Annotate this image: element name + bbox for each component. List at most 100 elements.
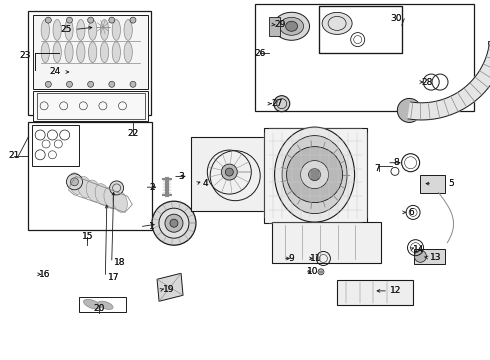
Text: 5: 5 — [448, 179, 454, 188]
Text: 26: 26 — [254, 49, 266, 58]
Ellipse shape — [95, 184, 110, 205]
Text: 23: 23 — [20, 51, 31, 60]
Ellipse shape — [100, 42, 109, 63]
Text: 26: 26 — [254, 49, 266, 58]
Circle shape — [109, 17, 115, 23]
Circle shape — [130, 81, 136, 87]
Bar — [255, 4, 474, 111]
Text: 8: 8 — [393, 158, 399, 167]
Text: 2: 2 — [149, 183, 155, 192]
Bar — [264, 128, 367, 223]
Text: 18: 18 — [114, 258, 126, 267]
Circle shape — [287, 147, 343, 203]
Bar — [318, 6, 402, 53]
Text: 30: 30 — [390, 14, 402, 23]
Circle shape — [165, 214, 183, 232]
Circle shape — [397, 98, 421, 122]
Text: 20: 20 — [93, 304, 105, 313]
Circle shape — [415, 250, 426, 262]
Circle shape — [130, 17, 136, 23]
Bar — [272, 222, 381, 263]
Bar — [269, 17, 280, 36]
Text: 21: 21 — [8, 151, 20, 160]
Text: 7: 7 — [374, 164, 380, 173]
Text: 18: 18 — [114, 258, 126, 267]
Bar — [28, 122, 152, 230]
Text: 21: 21 — [8, 151, 20, 160]
Text: 6: 6 — [409, 208, 415, 217]
Ellipse shape — [41, 19, 49, 40]
Ellipse shape — [274, 127, 355, 222]
Circle shape — [109, 81, 115, 87]
Text: 12: 12 — [390, 287, 402, 295]
Ellipse shape — [89, 19, 97, 40]
Text: 15: 15 — [81, 233, 93, 242]
Ellipse shape — [53, 19, 61, 40]
Text: 9: 9 — [289, 254, 294, 263]
Ellipse shape — [65, 19, 73, 40]
Circle shape — [110, 181, 123, 195]
Circle shape — [225, 168, 233, 176]
Ellipse shape — [286, 21, 297, 31]
Ellipse shape — [86, 180, 101, 202]
Ellipse shape — [124, 42, 132, 63]
Bar — [33, 91, 148, 121]
Text: 9: 9 — [289, 254, 294, 263]
Bar — [28, 11, 151, 115]
Text: 25: 25 — [60, 25, 72, 34]
Circle shape — [93, 17, 113, 37]
Circle shape — [71, 178, 78, 186]
Text: 3: 3 — [178, 172, 184, 181]
Text: 15: 15 — [81, 233, 93, 242]
Text: 16: 16 — [39, 270, 51, 279]
Ellipse shape — [65, 42, 73, 63]
Bar — [37, 93, 145, 119]
Circle shape — [65, 40, 80, 56]
Ellipse shape — [84, 300, 100, 309]
Circle shape — [96, 20, 110, 34]
Ellipse shape — [124, 19, 132, 40]
Text: 22: 22 — [128, 129, 139, 138]
Text: 17: 17 — [108, 273, 120, 282]
Text: 10: 10 — [307, 267, 318, 276]
Circle shape — [170, 219, 178, 227]
Text: 24: 24 — [49, 68, 60, 77]
Bar — [318, 6, 402, 53]
Text: 1: 1 — [149, 222, 155, 231]
Bar — [488, 41, 490, 52]
Ellipse shape — [89, 42, 97, 63]
Text: 12: 12 — [390, 287, 402, 295]
Ellipse shape — [112, 42, 121, 63]
Ellipse shape — [322, 12, 352, 35]
Ellipse shape — [53, 42, 61, 63]
Circle shape — [274, 96, 290, 112]
Circle shape — [152, 201, 196, 245]
Ellipse shape — [77, 176, 92, 198]
Circle shape — [45, 17, 51, 23]
Circle shape — [69, 44, 76, 52]
Bar — [420, 175, 445, 193]
Text: 4: 4 — [203, 179, 209, 188]
Circle shape — [309, 168, 320, 181]
Ellipse shape — [112, 19, 121, 40]
Circle shape — [159, 208, 189, 238]
Text: 13: 13 — [430, 253, 442, 262]
Text: 24: 24 — [49, 68, 60, 77]
Text: 11: 11 — [310, 254, 322, 263]
Circle shape — [88, 17, 94, 23]
Circle shape — [67, 17, 73, 23]
Text: 17: 17 — [108, 273, 120, 282]
Circle shape — [221, 164, 237, 180]
Text: 2: 2 — [149, 183, 155, 192]
Ellipse shape — [98, 301, 113, 310]
Text: 28: 28 — [421, 77, 433, 86]
Bar — [414, 249, 445, 264]
Text: 28: 28 — [421, 77, 433, 86]
Circle shape — [45, 81, 51, 87]
Text: 27: 27 — [271, 99, 283, 108]
Bar — [79, 297, 126, 312]
Ellipse shape — [273, 12, 310, 40]
Circle shape — [67, 81, 73, 87]
Ellipse shape — [113, 191, 127, 212]
Ellipse shape — [41, 42, 49, 63]
